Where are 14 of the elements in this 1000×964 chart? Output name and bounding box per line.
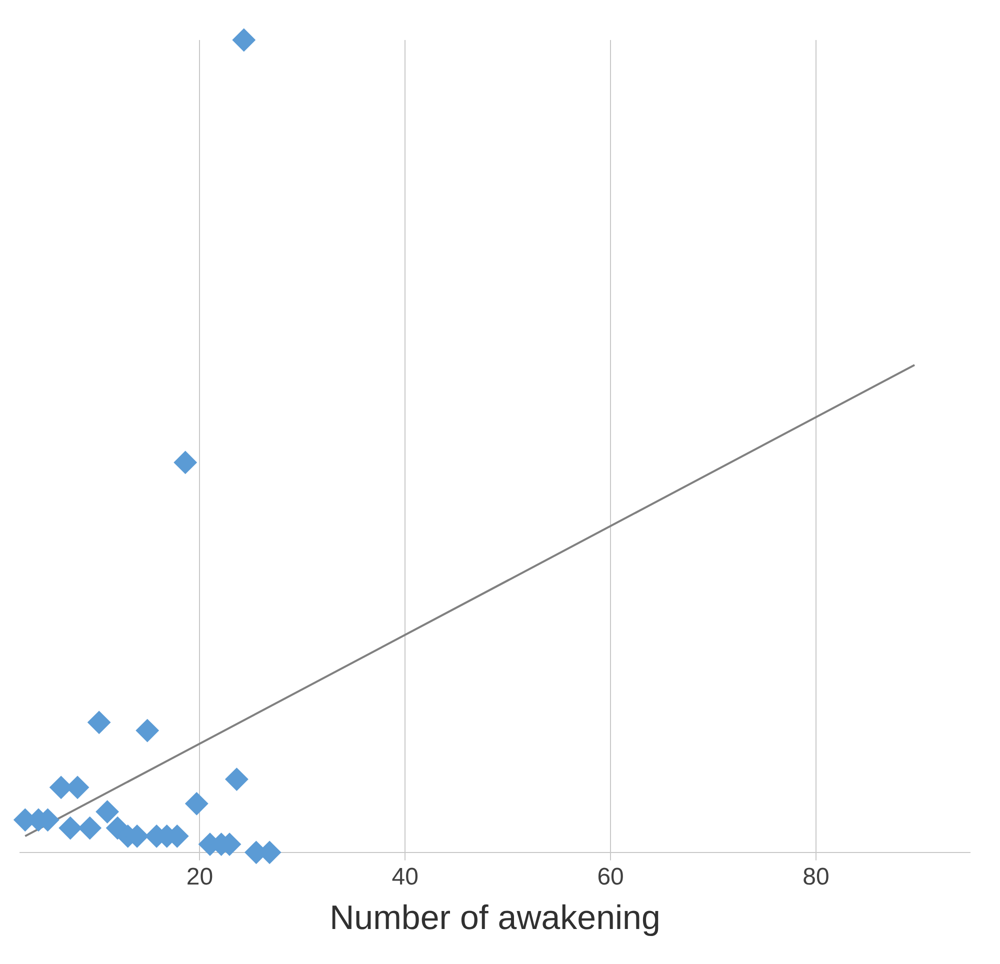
point xyxy=(96,800,119,824)
point xyxy=(58,816,82,840)
point xyxy=(88,710,111,734)
x-tick-label: 80 xyxy=(802,863,830,890)
x-tick-label: 40 xyxy=(392,863,418,890)
x-tick-label: 60 xyxy=(597,863,624,890)
x-axis-title: Number of awakening xyxy=(330,898,660,937)
point xyxy=(174,450,197,474)
x-tick-label: 20 xyxy=(186,863,214,890)
point xyxy=(225,768,248,791)
point xyxy=(232,28,256,52)
point xyxy=(136,719,159,742)
point xyxy=(185,792,208,816)
point xyxy=(78,816,102,840)
